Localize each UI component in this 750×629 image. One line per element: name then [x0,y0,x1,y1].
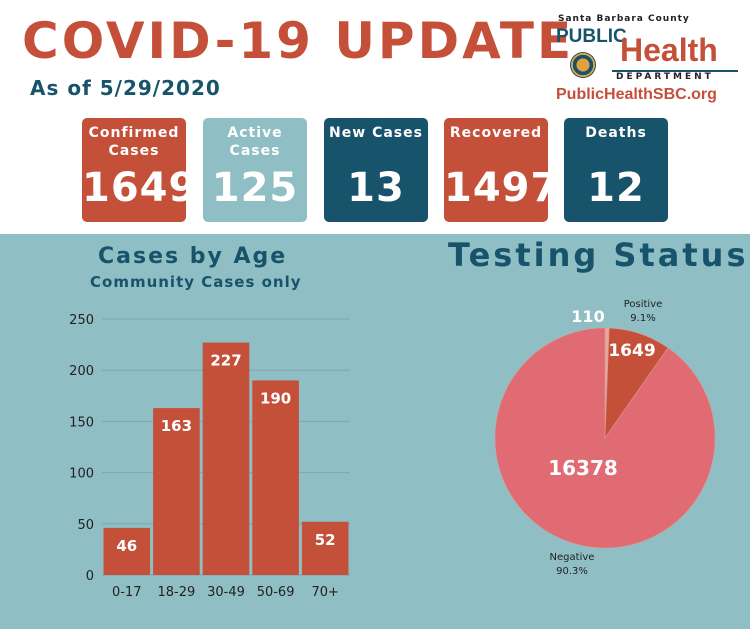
x-tick-label: 30-49 [207,585,245,600]
bar-data-label: 190 [260,389,291,407]
stat-label: New Cases [329,125,423,141]
stat-label: Deaths [585,125,647,141]
pie-category-label: Negative [550,552,595,563]
x-tick-label: 18-29 [158,585,196,600]
pie-category-label: Positive [624,299,663,310]
x-tick-label: 0-17 [112,585,142,600]
pie-value-label: 1649 [608,341,655,361]
logo-county: Santa Barbara County [558,14,690,24]
bar-data-label: 163 [161,417,192,435]
y-tick-label: 150 [69,415,94,430]
stat-value: 13 [347,165,405,211]
header-section: COVID-19 UPDATE As of 5/29/2020 Santa Ba… [0,0,750,234]
bar [103,527,151,575]
pie-percent-label: 90.3% [556,566,588,577]
pie-value-label: 110 [571,307,604,326]
pie-percent-label: 9.1% [630,313,655,324]
stat-value: 125 [211,165,299,211]
bar [202,342,250,575]
bar [301,521,349,575]
stat-value: 1497 [444,165,560,211]
pie-slice [494,327,716,549]
bar-data-label: 46 [116,537,137,555]
stat-label: Confirmed Cases [88,125,180,159]
stat-box-active: Active Cases 125 [203,118,307,222]
y-tick-label: 200 [69,364,94,379]
public-health-logo: Santa Barbara County PUBLIC Health DEPAR… [556,14,741,106]
bar-data-label: 227 [210,352,241,370]
bar-data-label: 52 [315,531,336,549]
stat-value: 1649 [82,165,198,211]
y-tick-label: 100 [69,467,94,482]
x-tick-label: 70+ [311,585,338,600]
logo-public: PUBLIC [556,26,627,47]
x-tick-label: 50-69 [257,585,295,600]
stat-box-deaths: Deaths 12 [564,118,668,222]
page-title: COVID-19 UPDATE [22,12,575,70]
county-seal-icon [570,52,596,78]
stat-box-new: New Cases 13 [324,118,428,222]
stat-box-confirmed: Confirmed Cases 1649 [82,118,198,222]
y-tick-label: 250 [69,313,94,328]
as-of-date: As of 5/29/2020 [30,76,221,100]
logo-department: DEPARTMENT [616,72,714,82]
logo-health: Health [620,32,718,68]
y-tick-label: 50 [77,518,94,533]
logo-url: PublicHealthSBC.org [556,86,717,103]
stat-label: Active Cases [227,125,283,159]
y-tick-label: 0 [86,569,94,584]
bar-chart-subtitle: Community Cases only [90,273,302,291]
stat-box-recovered: Recovered 1497 [444,118,560,222]
logo-divider [612,70,738,72]
stat-value: 12 [587,165,645,211]
pie-value-label: 16378 [548,456,618,480]
bar-chart-title: Cases by Age [98,244,288,269]
pie-chart-title: Testing Status [448,236,749,274]
bar [153,408,200,575]
stat-label: Recovered [449,125,543,141]
bar [252,380,299,575]
